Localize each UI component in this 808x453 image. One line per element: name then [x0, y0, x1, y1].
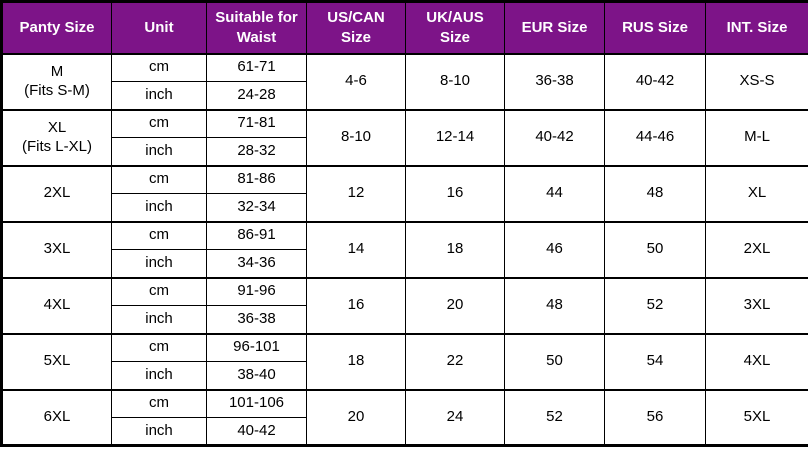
cell-waist-inch: 34-36	[206, 249, 307, 278]
cell-eur: 40-42	[504, 108, 605, 166]
table-row: M (Fits S-M) cm 61-71 4-6 8-10 36-38 40-…	[1, 52, 808, 110]
table-row: 2XL cm 81-86 12 16 44 48 XL	[1, 164, 808, 222]
cell-unit-cm: cm	[111, 388, 207, 418]
cell-eur: 48	[504, 276, 605, 334]
header-us-can-size: US/CAN Size	[306, 1, 406, 55]
cell-unit-inch: inch	[111, 249, 207, 278]
cell-us-can: 16	[306, 276, 406, 334]
cell-waist-inch: 40-42	[206, 417, 307, 446]
cell-waist-cm: 71-81	[206, 108, 307, 138]
table-row: inch 38-40	[2, 361, 808, 390]
cell-unit-cm: cm	[111, 108, 207, 138]
cell-unit-inch: inch	[111, 417, 207, 446]
cell-unit-cm: cm	[111, 164, 207, 194]
table-row: inch 32-34	[2, 193, 808, 222]
header-rus-size: RUS Size	[604, 1, 706, 55]
cell-unit-cm: cm	[111, 220, 207, 250]
cell-panty-size: 5XL	[1, 332, 112, 390]
cell-uk-aus: 16	[405, 164, 505, 222]
cell-us-can: 18	[306, 332, 406, 390]
table-row: 5XL cm 96-101 18 22 50 54 4XL	[1, 332, 808, 390]
cell-eur: 46	[504, 220, 605, 278]
cell-waist-cm: 81-86	[206, 164, 307, 194]
cell-unit-cm: cm	[111, 52, 207, 82]
cell-waist-cm: 61-71	[206, 52, 307, 82]
table-row: inch 34-36	[2, 249, 808, 278]
cell-us-can: 14	[306, 220, 406, 278]
cell-us-can: 4-6	[306, 52, 406, 110]
header-eur-size: EUR Size	[504, 1, 605, 55]
cell-unit-cm: cm	[111, 332, 207, 362]
table-body: M (Fits S-M) cm 61-71 4-6 8-10 36-38 40-…	[1, 52, 808, 446]
table-row: 6XL cm 101-106 20 24 52 56 5XL	[1, 388, 808, 446]
cell-unit-inch: inch	[111, 193, 207, 222]
cell-rus: 54	[604, 332, 706, 390]
cell-int: XS-S	[705, 52, 808, 110]
table-row: 4XL cm 91-96 16 20 48 52 3XL	[1, 276, 808, 334]
cell-us-can: 12	[306, 164, 406, 222]
cell-panty-size: 3XL	[1, 220, 112, 278]
cell-uk-aus: 8-10	[405, 52, 505, 110]
cell-unit-inch: inch	[111, 137, 207, 166]
cell-waist-cm: 86-91	[206, 220, 307, 250]
table-row: XL (Fits L-XL) cm 71-81 8-10 12-14 40-42…	[1, 108, 808, 166]
cell-eur: 36-38	[504, 52, 605, 110]
table-row: inch 40-42	[2, 417, 808, 446]
header-panty-size: Panty Size	[1, 1, 112, 55]
cell-unit-cm: cm	[111, 276, 207, 306]
cell-rus: 48	[604, 164, 706, 222]
cell-uk-aus: 18	[405, 220, 505, 278]
table-row: 3XL cm 86-91 14 18 46 50 2XL	[1, 220, 808, 278]
cell-panty-size: XL (Fits L-XL)	[1, 108, 112, 166]
header-uk-aus-size: UK/AUS Size	[405, 1, 505, 55]
cell-int: 4XL	[705, 332, 808, 390]
cell-rus: 50	[604, 220, 706, 278]
cell-uk-aus: 24	[405, 388, 505, 446]
cell-uk-aus: 12-14	[405, 108, 505, 166]
cell-waist-inch: 24-28	[206, 81, 307, 110]
header-suitable-waist: Suitable for Waist	[206, 1, 307, 55]
cell-uk-aus: 22	[405, 332, 505, 390]
cell-int: 3XL	[705, 276, 808, 334]
cell-panty-size: M (Fits S-M)	[1, 52, 112, 110]
cell-panty-size: 4XL	[1, 276, 112, 334]
cell-unit-inch: inch	[111, 81, 207, 110]
cell-us-can: 20	[306, 388, 406, 446]
cell-int: 5XL	[705, 388, 808, 446]
cell-panty-size: 6XL	[1, 388, 112, 446]
cell-waist-inch: 38-40	[206, 361, 307, 390]
cell-unit-inch: inch	[111, 305, 207, 334]
cell-waist-cm: 91-96	[206, 276, 307, 306]
cell-uk-aus: 20	[405, 276, 505, 334]
cell-eur: 50	[504, 332, 605, 390]
cell-int: 2XL	[705, 220, 808, 278]
cell-us-can: 8-10	[306, 108, 406, 166]
cell-int: M-L	[705, 108, 808, 166]
cell-rus: 40-42	[604, 52, 706, 110]
cell-waist-cm: 96-101	[206, 332, 307, 362]
cell-waist-inch: 28-32	[206, 137, 307, 166]
cell-int: XL	[705, 164, 808, 222]
header-int-size: INT. Size	[705, 1, 808, 55]
cell-rus: 52	[604, 276, 706, 334]
table-row: inch 24-28	[2, 81, 808, 110]
table-row: inch 36-38	[2, 305, 808, 334]
cell-eur: 52	[504, 388, 605, 446]
cell-rus: 56	[604, 388, 706, 446]
header-row: Panty Size Unit Suitable for Waist US/CA…	[1, 1, 808, 55]
cell-rus: 44-46	[604, 108, 706, 166]
cell-waist-inch: 32-34	[206, 193, 307, 222]
cell-unit-inch: inch	[111, 361, 207, 390]
cell-waist-cm: 101-106	[206, 388, 307, 418]
cell-waist-inch: 36-38	[206, 305, 307, 334]
header-unit: Unit	[111, 1, 207, 55]
cell-eur: 44	[504, 164, 605, 222]
cell-panty-size: 2XL	[1, 164, 112, 222]
table-header: Panty Size Unit Suitable for Waist US/CA…	[1, 1, 808, 55]
